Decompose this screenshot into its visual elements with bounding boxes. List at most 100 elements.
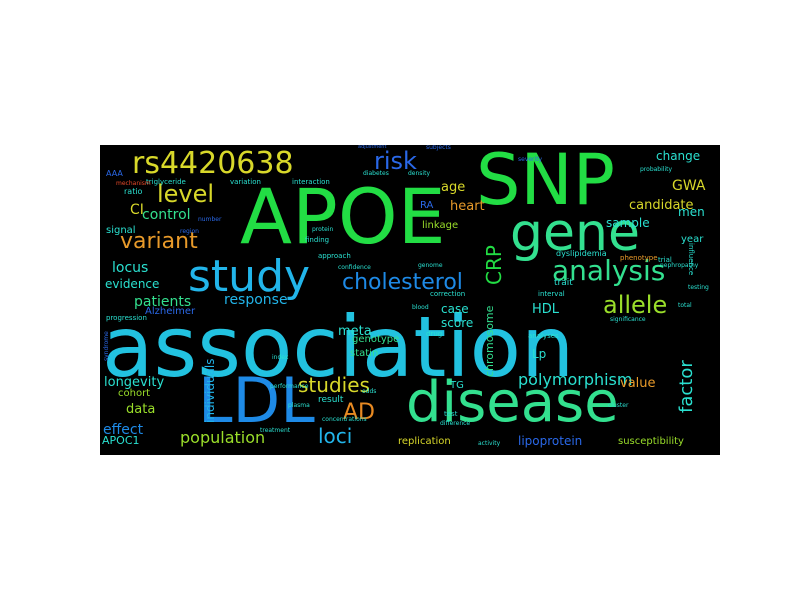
- word: score: [441, 316, 474, 330]
- word: plasma: [288, 402, 310, 409]
- word: blood: [412, 304, 429, 311]
- word: performance: [270, 383, 309, 390]
- word: test: [444, 410, 458, 418]
- word: treatment: [260, 427, 291, 434]
- word: locus: [112, 260, 149, 276]
- word: concentrations: [322, 416, 367, 423]
- word: trait: [554, 278, 573, 288]
- word: evidence: [105, 277, 160, 291]
- word: cohort: [118, 388, 151, 399]
- word: signal: [106, 225, 136, 236]
- word: age: [441, 180, 466, 195]
- word: density: [408, 170, 430, 177]
- word: rs4420638: [132, 146, 294, 181]
- word: confidence: [338, 264, 371, 271]
- word: effect: [103, 422, 144, 438]
- word: approach: [318, 252, 351, 260]
- word: adjustment: [358, 145, 387, 150]
- word: AAA: [106, 169, 123, 178]
- word: drug: [426, 330, 443, 338]
- word: association: [102, 298, 575, 396]
- word: GWA: [672, 178, 706, 194]
- word: APOE: [240, 172, 446, 261]
- word: control: [142, 207, 191, 223]
- word: APOC1: [102, 434, 140, 447]
- word: region: [180, 228, 199, 235]
- word: chromosome: [483, 305, 496, 377]
- word: value: [620, 376, 656, 391]
- word: level: [157, 180, 215, 208]
- word: polymorphism: [518, 370, 633, 389]
- word: difference: [440, 420, 471, 427]
- word: diabetes: [363, 170, 389, 177]
- word: syndrome: [103, 331, 110, 361]
- word: testing: [688, 284, 709, 291]
- word: individuals: [203, 358, 217, 424]
- word: AD: [343, 400, 375, 425]
- word: genome: [418, 262, 443, 269]
- word: meta: [338, 324, 372, 339]
- word: case: [441, 302, 469, 316]
- word-cloud: association APOE SNP gene disease LDL st…: [100, 145, 720, 455]
- word: study: [188, 251, 311, 302]
- word: statin: [350, 348, 379, 359]
- word: result: [318, 395, 344, 405]
- word: activity: [478, 440, 501, 447]
- word: HDL: [532, 302, 560, 317]
- word: variation: [230, 178, 261, 186]
- word: total: [678, 302, 692, 309]
- word: analyses: [528, 332, 559, 340]
- word: finding: [305, 236, 330, 244]
- word: year: [681, 234, 704, 245]
- word: response: [224, 292, 288, 308]
- word: loci: [318, 424, 353, 448]
- word: SNP: [476, 145, 616, 221]
- word: factor: [676, 360, 697, 413]
- word: linkage: [422, 220, 459, 231]
- word: probability: [640, 166, 673, 173]
- word: mechanism: [116, 180, 151, 187]
- word: CRP: [482, 245, 506, 285]
- word: triglyceride: [146, 178, 186, 186]
- word: number: [198, 216, 222, 223]
- word: sample: [606, 216, 650, 230]
- word: risk: [374, 147, 417, 175]
- word: protein: [312, 226, 334, 233]
- word: disease: [406, 370, 619, 435]
- word: interval: [538, 290, 565, 298]
- word: RA: [420, 200, 434, 211]
- word: analysis: [552, 254, 666, 287]
- word: population: [180, 428, 266, 447]
- word: influence: [687, 243, 695, 276]
- word: lipoprotein: [518, 434, 583, 448]
- word: change: [656, 149, 701, 163]
- word: phenotype: [620, 254, 658, 262]
- word: allele: [603, 291, 668, 319]
- word: heart: [450, 199, 485, 214]
- word: studies: [298, 373, 370, 397]
- word: gene: [510, 203, 640, 263]
- word: TG: [450, 380, 464, 391]
- word: dyslipidemia: [556, 249, 607, 258]
- word: genotype: [352, 334, 400, 345]
- word: odds: [362, 388, 377, 395]
- word: nephropathy: [660, 262, 699, 269]
- word: LDL: [198, 364, 315, 437]
- word: subjects: [426, 145, 451, 151]
- word: men: [678, 205, 705, 219]
- word: ratio: [124, 187, 143, 196]
- word: cholesterol: [342, 270, 463, 295]
- word: progression: [106, 314, 147, 322]
- word: susceptibility: [618, 436, 684, 447]
- word: longevity: [104, 375, 165, 390]
- word: replication: [398, 436, 451, 447]
- word: index: [272, 354, 289, 361]
- word: severity: [518, 156, 543, 163]
- word: variant: [120, 229, 198, 254]
- word: cluster: [608, 402, 629, 409]
- word: significance: [610, 316, 646, 323]
- word: interaction: [292, 178, 330, 186]
- word: candidate: [629, 198, 694, 213]
- word: CI: [130, 202, 144, 218]
- word: trial: [658, 256, 672, 264]
